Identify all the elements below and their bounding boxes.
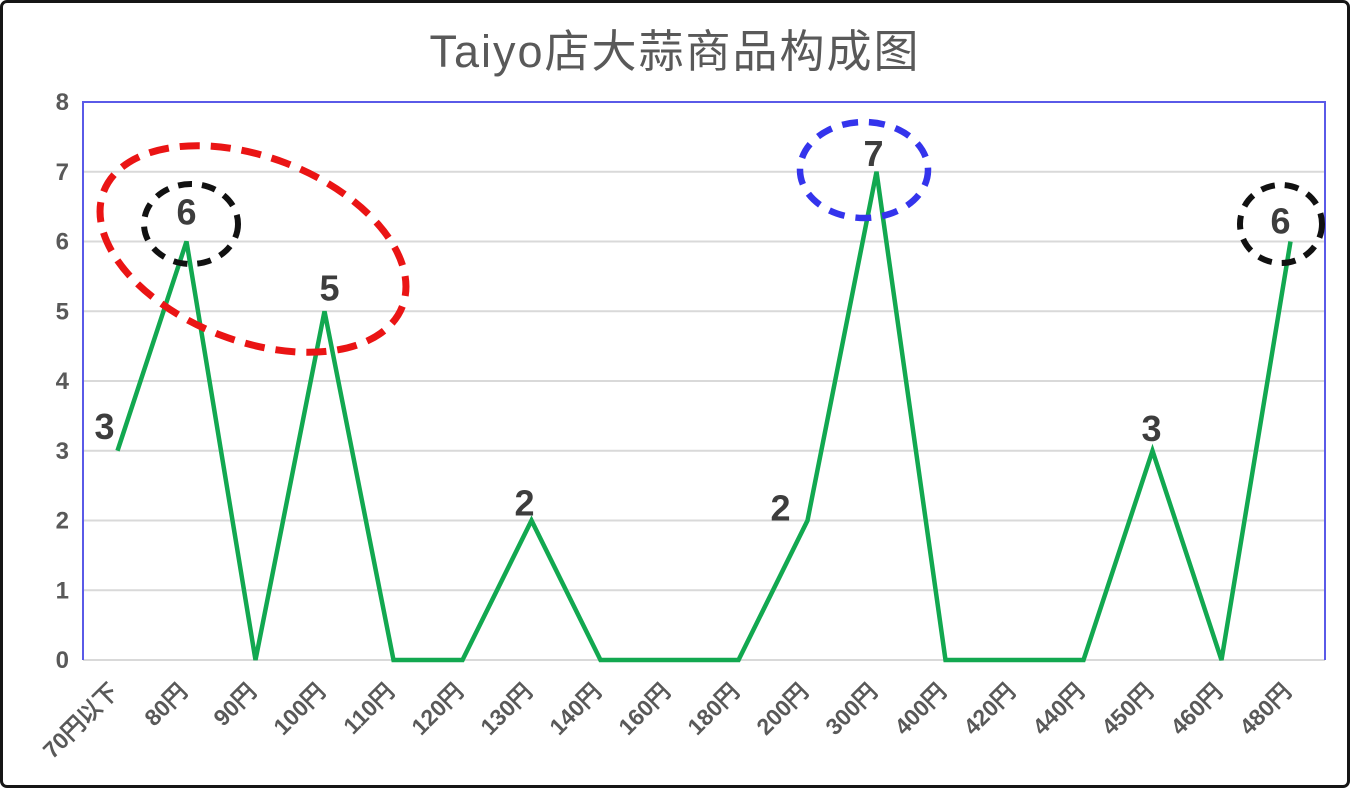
y-tick-label: 6 [56, 229, 69, 256]
y-tick-label: 3 [56, 438, 69, 465]
y-tick-label: 0 [56, 647, 69, 674]
data-label: 6 [176, 192, 196, 233]
x-tick-label: 460円 [1165, 678, 1227, 740]
x-tick-label: 480円 [1234, 678, 1296, 740]
x-tick-label: 300円 [820, 678, 882, 740]
y-tick-label: 5 [56, 298, 69, 325]
x-tick-label: 110円 [338, 678, 399, 739]
data-label: 5 [319, 267, 339, 308]
x-tick-label: 200円 [751, 678, 813, 740]
black-dashed-circle-left [141, 181, 241, 267]
x-tick-label: 140円 [544, 678, 606, 740]
x-tick-label: 120円 [406, 678, 468, 740]
x-tick-label: 450円 [1096, 678, 1158, 740]
x-tick-label: 70円以下 [38, 678, 123, 763]
red-dashed-ellipse [96, 142, 410, 356]
x-tick-label: 180円 [682, 678, 744, 740]
plot-border [82, 101, 1326, 660]
y-tick-label: 7 [56, 159, 69, 186]
series-line [115, 171, 1293, 663]
x-tick-label: 90円 [208, 678, 261, 731]
x-tick-label: 160円 [613, 678, 675, 740]
y-tick-label: 4 [56, 368, 70, 395]
chart-title: Taiyo店大蒜商品构成图 [429, 26, 921, 77]
x-tick-label: 400円 [889, 678, 951, 740]
data-label: 6 [1270, 201, 1290, 242]
black-dashed-circle-right [1237, 182, 1325, 266]
data-label: 2 [514, 483, 534, 524]
y-tick-label: 2 [56, 508, 69, 535]
x-tick-label: 80円 [139, 678, 192, 731]
x-tick-label: 420円 [958, 678, 1020, 740]
x-tick-label: 440円 [1027, 678, 1089, 740]
data-label: 2 [770, 488, 790, 529]
y-tick-label: 8 [56, 89, 69, 116]
x-tick-label: 130円 [475, 678, 537, 740]
data-label: 7 [863, 133, 883, 174]
data-label: 3 [94, 406, 114, 447]
blue-dashed-ellipse [796, 118, 932, 222]
x-tick-label: 100円 [268, 678, 330, 740]
data-label: 3 [1141, 408, 1161, 449]
y-tick-label: 1 [56, 577, 69, 604]
